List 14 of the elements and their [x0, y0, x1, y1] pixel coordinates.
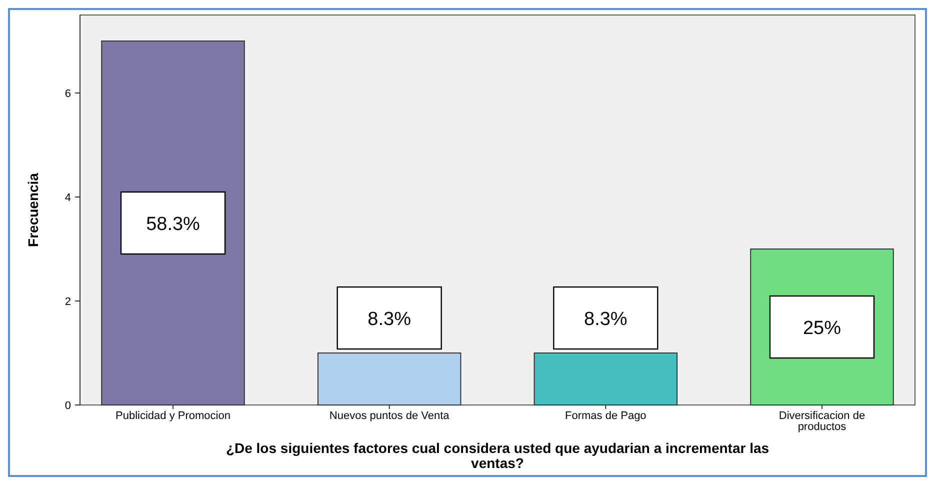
annotation: 25% — [802, 318, 842, 339]
annotation: 58.3% — [146, 214, 200, 235]
annotation: 8.3% — [584, 309, 628, 330]
x-tick-label: Diversificacion de productos — [778, 410, 866, 433]
y-tick-label: 6 — [64, 88, 71, 100]
y-tick-label: 2 — [64, 296, 71, 308]
y-tick-label: 0 — [64, 400, 71, 412]
x-tick-label: Formas de Pago — [564, 410, 646, 422]
x-tick-label: Publicidad y Promocion — [116, 410, 230, 422]
x-axis-title: ¿De los siguientes factores cual considera usted que ayudarian a incrementar las ventas? — [226, 440, 770, 471]
y-axis-title: Frecuencia — [25, 172, 41, 247]
y-tick-label: 4 — [64, 192, 71, 204]
x-tick-label: Nuevos puntos de Venta — [329, 410, 450, 422]
annotation: 8.3% — [368, 309, 412, 330]
